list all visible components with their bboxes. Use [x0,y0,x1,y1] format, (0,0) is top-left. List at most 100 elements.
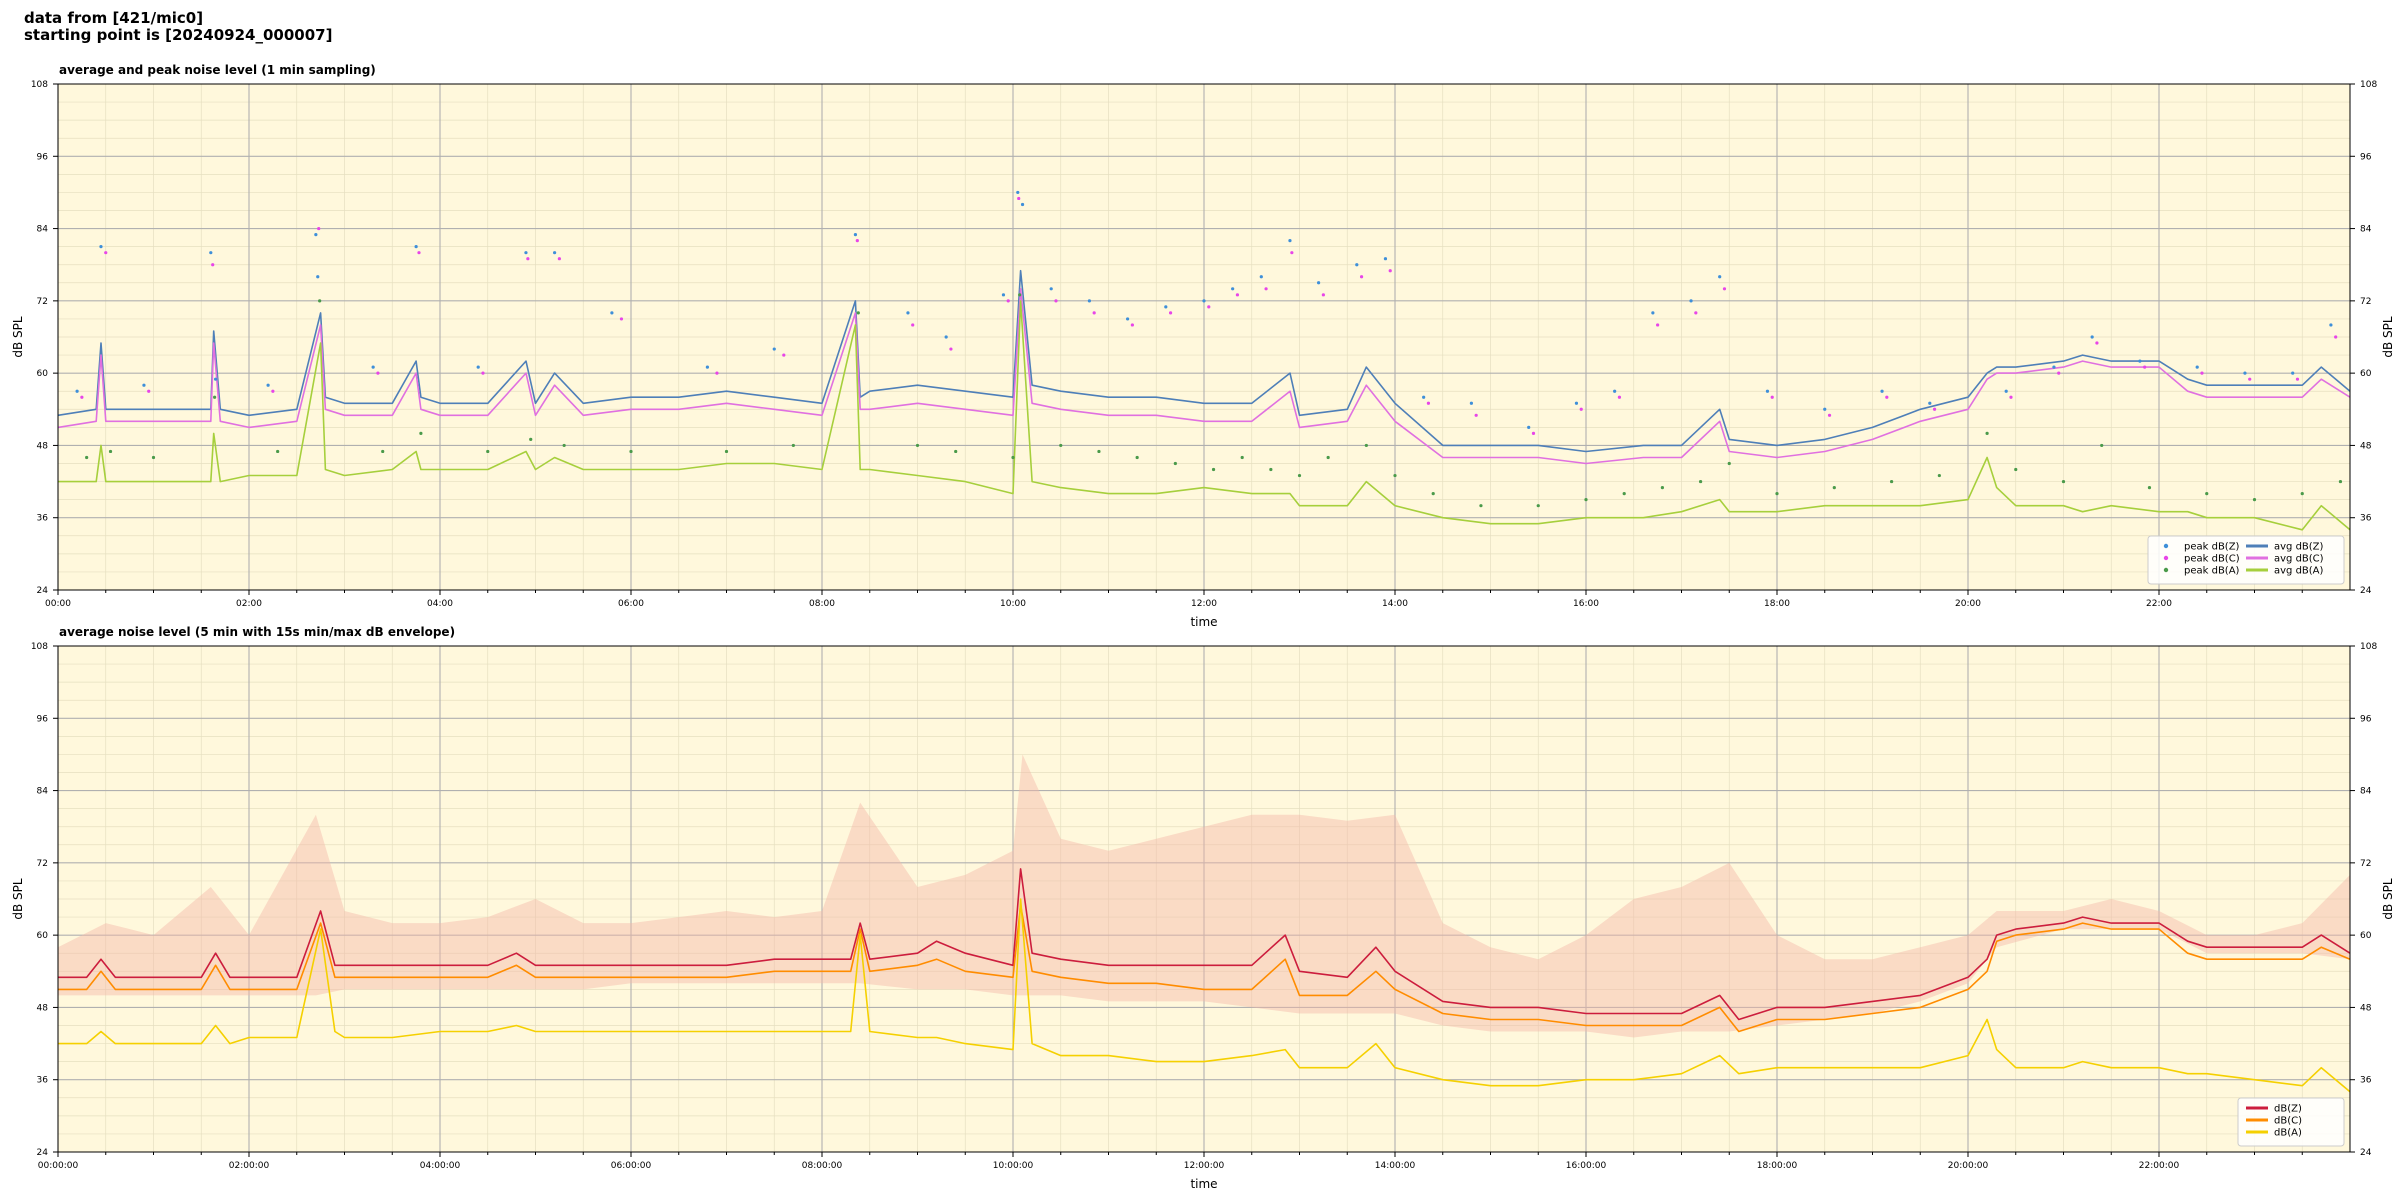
data-point [2057,371,2061,375]
data-point [1135,455,1139,460]
x-tick-label: 12:00 [1191,599,1217,609]
data-point [855,239,859,243]
start-point-label: starting point is [20240924_000007] [24,26,333,44]
data-point [526,257,530,261]
legend-label: dB(C) [2274,1116,2302,1127]
data-point [1617,395,1622,399]
data-point [1775,492,1779,496]
data-point [2143,365,2147,369]
data-point [213,395,217,399]
data-point [791,443,795,448]
series-peak-db-c [80,196,2338,435]
data-point [1126,317,1130,321]
data-point [414,245,418,249]
data-point [266,383,270,387]
y-tick-label-left: 108 [31,80,48,90]
x-axis-label: time [1190,1177,1217,1191]
data-point [2329,323,2333,327]
data-point [2195,365,2199,369]
data-point [1832,485,1836,490]
data-point [211,263,215,267]
legend-box [2147,535,2345,585]
legend-label: peak dB(C) [2184,554,2240,565]
x-tick-label: 14:00:00 [1375,1161,1416,1171]
data-point [419,431,423,435]
data-point [2061,479,2066,484]
y-tick-label-left: 48 [37,1003,49,1013]
y-tick-label-right: 84 [2360,787,2372,797]
data-point [1173,461,1177,466]
series-line-avg-db-c [57,287,2351,465]
series-line-avg-db-z [57,269,2351,453]
y-axis-label-right: dB SPL [2381,878,2395,920]
data-point [906,311,910,315]
y-tick-label-right: 108 [2360,80,2377,90]
data-point [1393,473,1397,478]
y-tick-label-left: 24 [37,1148,49,1158]
data-point [1660,485,1664,490]
data-point [75,389,79,393]
data-point [619,317,624,321]
data-point [2200,371,2204,375]
series-line-db-a [58,898,2351,1093]
data-point [1231,287,1235,291]
data-point [1097,449,1101,454]
x-tick-label: 18:00 [1764,599,1790,609]
data-point [2009,395,2013,399]
legend-label: dB(A) [2274,1128,2302,1139]
y-tick-label-left: 96 [37,714,49,724]
data-point [104,251,108,255]
data-point [1240,455,1244,460]
x-axis-label: time [1190,615,1217,629]
data-point [2004,389,2008,393]
data-point [1168,311,1173,315]
data-point [2252,498,2257,502]
data-point [1388,269,1392,273]
data-point [2095,341,2099,345]
legend-label: peak dB(Z) [2184,542,2240,553]
y-tick-label-left: 60 [37,931,49,941]
data-point [1326,455,1330,460]
data-point [1006,299,1010,303]
data-point [1092,311,1096,315]
y-tick-label-right: 96 [2360,152,2372,162]
x-tick-label: 02:00:00 [229,1161,270,1171]
data-point [80,395,84,399]
legend-label: avg dB(Z) [2274,542,2324,553]
min-max-envelope [58,754,2350,1038]
y-tick-label-left: 72 [37,297,48,307]
data-point [2100,443,2104,448]
data-point [1694,311,1698,315]
data-point [1431,492,1435,496]
y-axis-label-left: dB SPL [11,316,25,358]
chart-1: 24 24 36 36 48 48 60 60 72 72 84 84 96 96 108 108 00:00 0… [11,63,2395,629]
series-peak-db-z [75,190,2333,429]
data-point [1613,389,1617,393]
x-tick-label: 08:00:00 [802,1161,843,1171]
y-tick-label-left: 60 [37,369,49,379]
data-point [1479,504,1483,508]
data-point [1383,257,1388,261]
data-point [317,226,321,231]
data-point [1928,401,1932,405]
data-point [1689,299,1693,303]
data-point [108,449,113,454]
data-point [1531,431,1536,435]
y-axis-label-right: dB SPL [2381,316,2395,358]
series-line-db-c [58,904,2351,1033]
data-point [85,455,89,460]
data-point [371,365,375,369]
x-tick-label: 00:00:00 [38,1161,79,1171]
x-tick-label: 10:00:00 [993,1161,1034,1171]
data-point [1890,479,1894,484]
data-point [524,251,528,255]
x-tick-label: 12:00:00 [1184,1161,1225,1171]
legend: peak dB(Z)peak dB(C)peak dB(A)avg dB(Z)a… [2147,535,2345,585]
data-point [782,353,786,357]
legend-swatch-dot [2163,567,2169,573]
data-point [2090,335,2094,339]
series-line-avg-db-a [58,300,2351,531]
data-point [1426,401,1431,405]
data-point [1827,413,1832,417]
